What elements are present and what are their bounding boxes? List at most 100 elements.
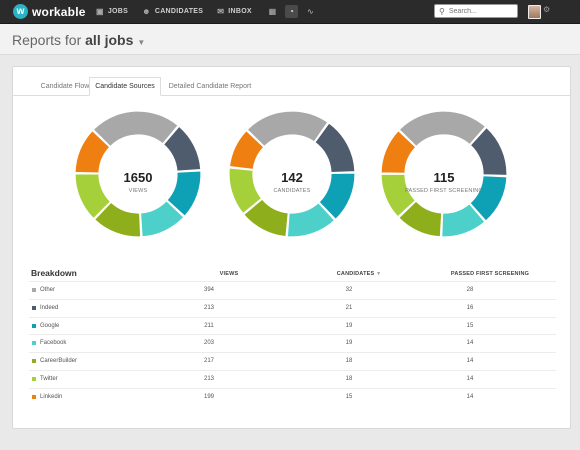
legend-swatch — [32, 394, 36, 399]
report-tabs: Candidate Flow Candidate Sources Detaile… — [13, 67, 570, 96]
donut-slice-google[interactable] — [318, 172, 356, 221]
donut-candidates-center: 142 CANDIDATES — [242, 170, 342, 194]
nav-candidates[interactable]: ☻ CANDIDATES — [142, 0, 203, 23]
cell-candidates: 19 — [345, 322, 353, 329]
row-source-label: Linkedin — [32, 394, 62, 400]
top-nav-bar: w workable ▣ JOBS ☻ CANDIDATES ✉ INBOX ▦… — [0, 0, 580, 24]
header-candidates-label: CANDIDATES — [336, 271, 375, 277]
search-box[interactable]: ⚲ — [434, 4, 518, 18]
nav-jobs-label: JOBS — [107, 8, 129, 15]
donut-slice-careerbuilder[interactable] — [93, 201, 142, 238]
people-icon: ☻ — [142, 7, 151, 16]
search-icon: ⚲ — [439, 6, 445, 16]
source-name: Facebook — [40, 340, 67, 347]
table-row: Linkedin 199 15 14 — [29, 387, 556, 406]
cell-passed-screening: 28 — [466, 287, 474, 293]
page-title-prefix: Reports for — [12, 32, 86, 48]
donut-slice-facebook[interactable] — [286, 201, 336, 238]
source-name: CareerBuilder — [40, 358, 78, 365]
donut-slice-linkedin[interactable] — [380, 129, 417, 174]
views-label: VIEWS — [128, 188, 148, 194]
inbox-icon: ✉ — [217, 7, 225, 16]
row-source-label: Facebook — [32, 340, 66, 346]
header-views[interactable]: VIEWS — [219, 271, 239, 277]
nav-candidates-label: CANDIDATES — [154, 8, 204, 15]
donut-slice-google[interactable] — [166, 170, 202, 218]
screening-label: PASSED FIRST SCREENING — [405, 188, 483, 194]
donut-slice-careerbuilder[interactable] — [397, 200, 443, 238]
table-row: Indeed 213 21 16 — [29, 298, 556, 317]
cell-views: 394 — [203, 287, 214, 293]
logo-text: workable — [32, 4, 86, 19]
page-header: Reports for all jobs ▼ — [0, 24, 580, 55]
row-source-label: Indeed — [32, 305, 58, 311]
legend-swatch — [32, 305, 36, 310]
nav-inbox[interactable]: ✉ INBOX — [217, 0, 252, 23]
donut-slice-careerbuilder[interactable] — [242, 198, 289, 238]
source-name: Google — [40, 322, 60, 329]
briefcase-icon: ▣ — [96, 7, 104, 16]
row-source-label: Google — [32, 323, 59, 329]
legend-swatch — [32, 341, 36, 346]
source-name: Linkedin — [40, 393, 63, 400]
donut-slice-indeed[interactable] — [162, 125, 202, 172]
report-card: Candidate Flow Candidate Sources Detaile… — [12, 66, 571, 429]
donut-slice-linkedin[interactable] — [74, 129, 111, 174]
donut-slice-indeed[interactable] — [314, 122, 356, 174]
cell-candidates: 15 — [345, 393, 353, 400]
header-passed-screening[interactable]: PASSED FIRST SCREENING — [450, 271, 530, 277]
cell-views: 213 — [203, 376, 214, 382]
donut-slice-other[interactable] — [92, 110, 179, 148]
calendar-button[interactable]: ▦ — [266, 5, 279, 18]
candidates-label: CANDIDATES — [273, 188, 311, 194]
row-source-label: Twitter — [32, 376, 58, 382]
cell-passed-screening: 14 — [466, 393, 474, 400]
page-title-scope: all jobs — [85, 32, 134, 48]
donut-slice-twitter[interactable] — [74, 173, 112, 220]
logo-mark: w — [13, 4, 28, 19]
donut-screening-center: 115 PASSED FIRST SCREENING — [394, 170, 494, 194]
donut-slice-indeed[interactable] — [469, 126, 508, 177]
donut-slice-twitter[interactable] — [380, 173, 417, 218]
donut-slice-facebook[interactable] — [139, 199, 185, 238]
nav-jobs[interactable]: ▣ JOBS — [96, 0, 128, 23]
donut-slice-other[interactable] — [246, 110, 329, 148]
donut-slice-google[interactable] — [469, 175, 508, 222]
activity-icon: ∿ — [307, 7, 314, 16]
page-title[interactable]: Reports for all jobs ▼ — [12, 32, 145, 48]
cell-candidates: 18 — [345, 358, 353, 365]
header-candidates[interactable]: CANDIDATES ▼ — [329, 271, 389, 277]
legend-swatch — [32, 359, 36, 364]
cell-views: 211 — [204, 322, 214, 329]
tab-candidate-flow[interactable]: Candidate Flow — [40, 83, 90, 90]
tab-detailed-candidate-report[interactable]: Detailed Candidate Report — [168, 83, 252, 90]
legend-swatch — [32, 323, 36, 328]
cell-candidates: 32 — [345, 287, 353, 293]
legend-swatch — [32, 377, 36, 381]
tab-candidate-sources[interactable]: Candidate Sources — [89, 77, 161, 96]
calendar-icon: ▦ — [268, 7, 277, 16]
avatar[interactable] — [528, 5, 541, 19]
cell-views: 203 — [203, 340, 214, 347]
views-total: 1650 — [123, 170, 153, 185]
cell-views: 217 — [203, 358, 214, 365]
cell-passed-screening: 15 — [466, 322, 474, 329]
cell-passed-screening: 14 — [466, 358, 474, 365]
reports-button[interactable]: ◔ — [284, 5, 298, 18]
settings-gear-icon[interactable]: ⚙ — [543, 5, 551, 14]
donut-slice-facebook[interactable] — [441, 202, 486, 238]
breakdown-title: Breakdown — [31, 268, 77, 278]
donut-slice-twitter[interactable] — [228, 167, 263, 215]
sort-desc-icon: ▼ — [376, 271, 382, 277]
donut-views-center: 1650 VIEWS — [88, 170, 188, 194]
table-row: Twitter 213 18 14 — [29, 370, 556, 388]
workable-logo[interactable]: w workable — [13, 4, 86, 19]
row-source-label: CareerBuilder — [32, 358, 77, 364]
source-name: Other — [40, 287, 56, 293]
donut-slice-linkedin[interactable] — [228, 129, 265, 171]
activity-button[interactable]: ∿ — [304, 5, 317, 18]
search-input[interactable] — [448, 7, 511, 15]
pie-chart-icon: ◔ — [288, 7, 294, 16]
cell-passed-screening: 14 — [466, 376, 474, 382]
donut-slice-other[interactable] — [398, 110, 487, 148]
